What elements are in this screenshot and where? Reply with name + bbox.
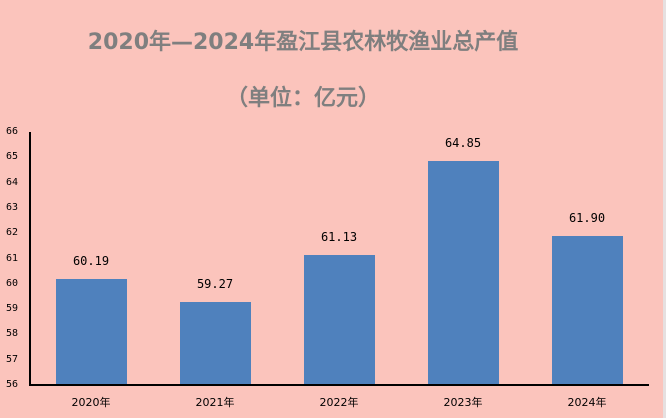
x-tick-label: 2020年: [71, 396, 111, 409]
y-tick-label: 59: [6, 303, 19, 315]
data-label: 64.85: [444, 136, 482, 151]
y-tick-label: 63: [6, 201, 19, 213]
y-tick-label: 60: [6, 277, 19, 289]
y-tick-label: 61: [6, 252, 19, 264]
y-tick-label: 65: [6, 151, 19, 163]
data-label: 60.19: [72, 253, 110, 268]
x-axis-line: [29, 384, 649, 386]
y-tick-label: 64: [6, 176, 19, 188]
x-tick-label: 2024年: [567, 396, 607, 409]
y-axis-line: [29, 132, 31, 386]
bar-2021年: [179, 302, 251, 385]
y-tick-label: 66: [6, 126, 19, 137]
data-label: 59.27: [196, 277, 234, 292]
x-tick-label: 2021年: [195, 396, 235, 409]
y-tick-label: 58: [6, 328, 19, 340]
bar-2020年: [55, 278, 127, 385]
data-label: 61.13: [320, 230, 358, 245]
data-label: 61.90: [568, 210, 606, 225]
bar-2024年: [551, 235, 623, 385]
y-tick-label: 57: [6, 353, 19, 365]
y-tick-label: 56: [6, 379, 19, 390]
x-tick-label: 2022年: [319, 396, 359, 409]
y-tick-label: 62: [6, 227, 19, 239]
bar-2023年: [427, 161, 499, 385]
bar-2022年: [303, 255, 375, 385]
x-tick-label: 2023年: [443, 396, 483, 409]
right-edge: [663, 0, 666, 418]
chart-title: 2020年—2024年盈江县农林牧渔业总产值: [87, 30, 519, 55]
chart-subtitle: （单位：亿元）: [225, 86, 380, 111]
